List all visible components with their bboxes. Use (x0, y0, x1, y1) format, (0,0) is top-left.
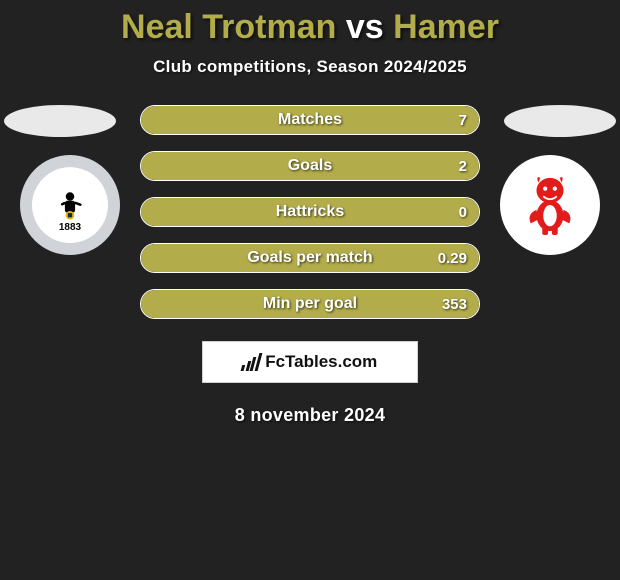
title-player1: Neal Trotman (121, 8, 336, 46)
stat-bar-label: Hattricks (141, 198, 479, 226)
comparison-body: 1883 Matches7 Goals2 Hattricks0 Goals per m… (0, 105, 620, 319)
date-text: 8 november 2024 (0, 405, 620, 426)
stat-bar: Matches7 (140, 105, 480, 135)
stat-bar-label: Min per goal (141, 290, 479, 318)
stat-bar-right-value: 7 (459, 106, 467, 134)
stat-bar-label: Matches (141, 106, 479, 134)
pirate-icon (53, 188, 87, 222)
subtitle: Club competitions, Season 2024/2025 (0, 57, 620, 77)
player1-avatar-placeholder (4, 105, 116, 137)
comparison-card: Neal Trotman vs Hamer Club competitions,… (0, 0, 620, 426)
stat-bar: Goals2 (140, 151, 480, 181)
stat-bar: Min per goal353 (140, 289, 480, 319)
title-vs: vs (346, 8, 384, 46)
player2-avatar-placeholder (504, 105, 616, 137)
stat-bar-right-value: 0 (459, 198, 467, 226)
stat-bar-right-value: 353 (442, 290, 467, 318)
watermark-text: FcTables.com (265, 352, 377, 372)
stat-bar-label: Goals (141, 152, 479, 180)
title-player2: Hamer (393, 8, 499, 46)
stat-bar-label: Goals per match (141, 244, 479, 272)
bars-icon (240, 353, 261, 371)
team-left-year: 1883 (59, 222, 81, 233)
stat-bar-right-value: 2 (459, 152, 467, 180)
stat-bar: Goals per match0.29 (140, 243, 480, 273)
stat-bars: Matches7Goals2Hattricks0Goals per match0… (140, 105, 480, 319)
title: Neal Trotman vs Hamer (0, 8, 620, 47)
team-left-crest: 1883 (20, 155, 120, 255)
team-right-crest (500, 155, 600, 255)
watermark-badge: FcTables.com (202, 341, 418, 383)
stat-bar-right-value: 0.29 (438, 244, 467, 272)
imp-icon (521, 171, 579, 239)
stat-bar: Hattricks0 (140, 197, 480, 227)
